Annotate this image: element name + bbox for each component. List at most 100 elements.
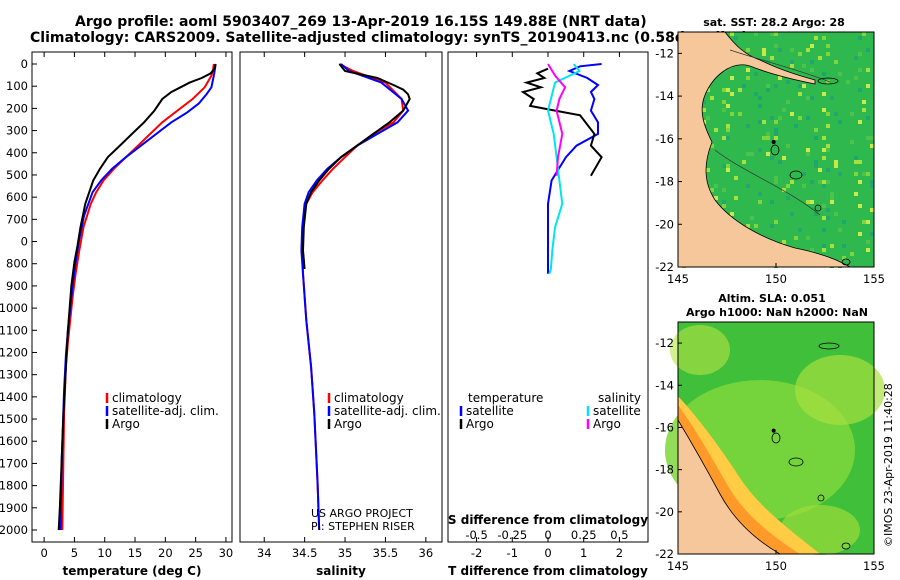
sst-pixel bbox=[834, 112, 838, 116]
sst-pixel bbox=[870, 144, 874, 148]
sst-pixel bbox=[762, 136, 766, 140]
map-y-tick-label: -12 bbox=[655, 336, 674, 350]
sst-pixel bbox=[866, 68, 870, 72]
sst-pixel bbox=[730, 212, 734, 216]
sst-pixel bbox=[778, 76, 782, 80]
sst-pixel bbox=[810, 60, 814, 64]
depth-tick-label: 500 bbox=[6, 168, 28, 182]
sst-pixel bbox=[806, 196, 810, 200]
sst-pixel bbox=[806, 236, 810, 240]
sst-pixel bbox=[826, 172, 830, 176]
sst-pixel bbox=[838, 76, 842, 80]
map-x-tick-label: 155 bbox=[863, 559, 885, 573]
sst-pixel bbox=[870, 184, 874, 188]
sst-pixel bbox=[714, 196, 718, 200]
series-line-argo bbox=[57, 63, 217, 531]
sst-pixel bbox=[746, 184, 750, 188]
sst-pixel bbox=[790, 64, 794, 68]
sst-pixel bbox=[722, 188, 726, 192]
reef-outline bbox=[771, 432, 781, 444]
sst-pixel bbox=[814, 136, 818, 140]
sst-pixel bbox=[854, 76, 858, 80]
sst-pixel bbox=[858, 88, 862, 92]
sst-pixel bbox=[746, 76, 750, 80]
s-diff-tick-label: 0.5 bbox=[610, 528, 628, 542]
sst-pixel bbox=[730, 32, 734, 36]
depth-tick-label: 1900 bbox=[0, 501, 28, 515]
sst-pixel bbox=[758, 192, 762, 196]
legend-label: satellite bbox=[466, 404, 514, 418]
s-diff-tick-label: -0.5 bbox=[465, 528, 487, 542]
sst-pixel bbox=[822, 180, 826, 184]
sst-pixel bbox=[850, 252, 854, 256]
sst-pixel bbox=[826, 168, 830, 172]
legend-label: Argo bbox=[334, 417, 362, 431]
sst-pixel bbox=[834, 160, 838, 164]
sst-pixel bbox=[790, 60, 794, 64]
sst-pixel bbox=[838, 120, 842, 124]
x-tick-label: -2 bbox=[471, 546, 482, 560]
sst-pixel bbox=[822, 72, 826, 76]
reef-outline bbox=[814, 204, 822, 212]
sst-pixel bbox=[702, 100, 706, 104]
sst-pixel bbox=[722, 100, 726, 104]
sst-pixel bbox=[810, 68, 814, 72]
sst-pixel bbox=[750, 216, 754, 220]
sst-pixel bbox=[862, 220, 866, 224]
sst-pixel bbox=[846, 220, 850, 224]
sst-map-bathymetry bbox=[714, 49, 831, 216]
sst-pixel bbox=[822, 248, 826, 252]
legend-label: satellite-adj. clim. bbox=[334, 404, 441, 418]
sst-pixel bbox=[826, 52, 830, 56]
sst-pixel bbox=[722, 136, 726, 140]
sst-pixel bbox=[726, 124, 730, 128]
sst-pixel bbox=[866, 136, 870, 140]
sst-pixel bbox=[866, 48, 870, 52]
sst-pixel bbox=[738, 44, 742, 48]
map-x-tick-label: 145 bbox=[667, 272, 689, 286]
temperature-plot-frame bbox=[31, 51, 233, 543]
sst-pixel bbox=[734, 36, 738, 40]
x-tick-label: 1 bbox=[580, 546, 587, 560]
depth-tick-label: 300 bbox=[6, 124, 28, 138]
legend-heading-temperature: temperature bbox=[468, 391, 543, 405]
sst-pixel bbox=[702, 108, 706, 112]
series-line-argo bbox=[547, 63, 567, 176]
sst-pixel bbox=[806, 96, 810, 100]
sst-pixel bbox=[770, 96, 774, 100]
temperature-x-axis: 0 5 10 15 20 25 30 bbox=[40, 52, 233, 560]
sst-pixel bbox=[806, 200, 810, 204]
sst-pixel bbox=[826, 44, 830, 48]
sst-pixel bbox=[734, 196, 738, 200]
sst-pixel bbox=[782, 108, 786, 112]
sst-pixel bbox=[746, 224, 750, 228]
sst-pixel bbox=[722, 88, 726, 92]
sst-pixel bbox=[742, 36, 746, 40]
sst-pixel bbox=[830, 96, 834, 100]
sst-pixel bbox=[858, 256, 862, 260]
sst-pixel bbox=[810, 172, 814, 176]
sst-pixel bbox=[854, 156, 858, 160]
depth-tick-label: 100 bbox=[6, 79, 28, 93]
sst-pixel bbox=[814, 128, 818, 132]
sst-pixel bbox=[774, 132, 778, 136]
sst-pixel bbox=[754, 72, 758, 76]
sst-pixel bbox=[858, 180, 862, 184]
sst-pixel bbox=[858, 232, 862, 236]
sst-pixel bbox=[726, 192, 730, 196]
sst-pixel bbox=[786, 100, 790, 104]
sst-pixel bbox=[722, 108, 726, 112]
depth-tick-label: 1500 bbox=[0, 412, 28, 426]
sst-pixel bbox=[822, 228, 826, 232]
sst-pixel bbox=[766, 88, 770, 92]
sst-pixel bbox=[830, 44, 834, 48]
sst-pixel bbox=[822, 216, 826, 220]
sst-pixel bbox=[758, 120, 762, 124]
sst-pixel bbox=[806, 148, 810, 152]
sst-pixel bbox=[766, 132, 770, 136]
sst-pixel bbox=[774, 120, 778, 124]
sst-pixel bbox=[866, 152, 870, 156]
sst-pixel bbox=[714, 104, 718, 108]
x-tick-label: 36 bbox=[419, 546, 434, 560]
